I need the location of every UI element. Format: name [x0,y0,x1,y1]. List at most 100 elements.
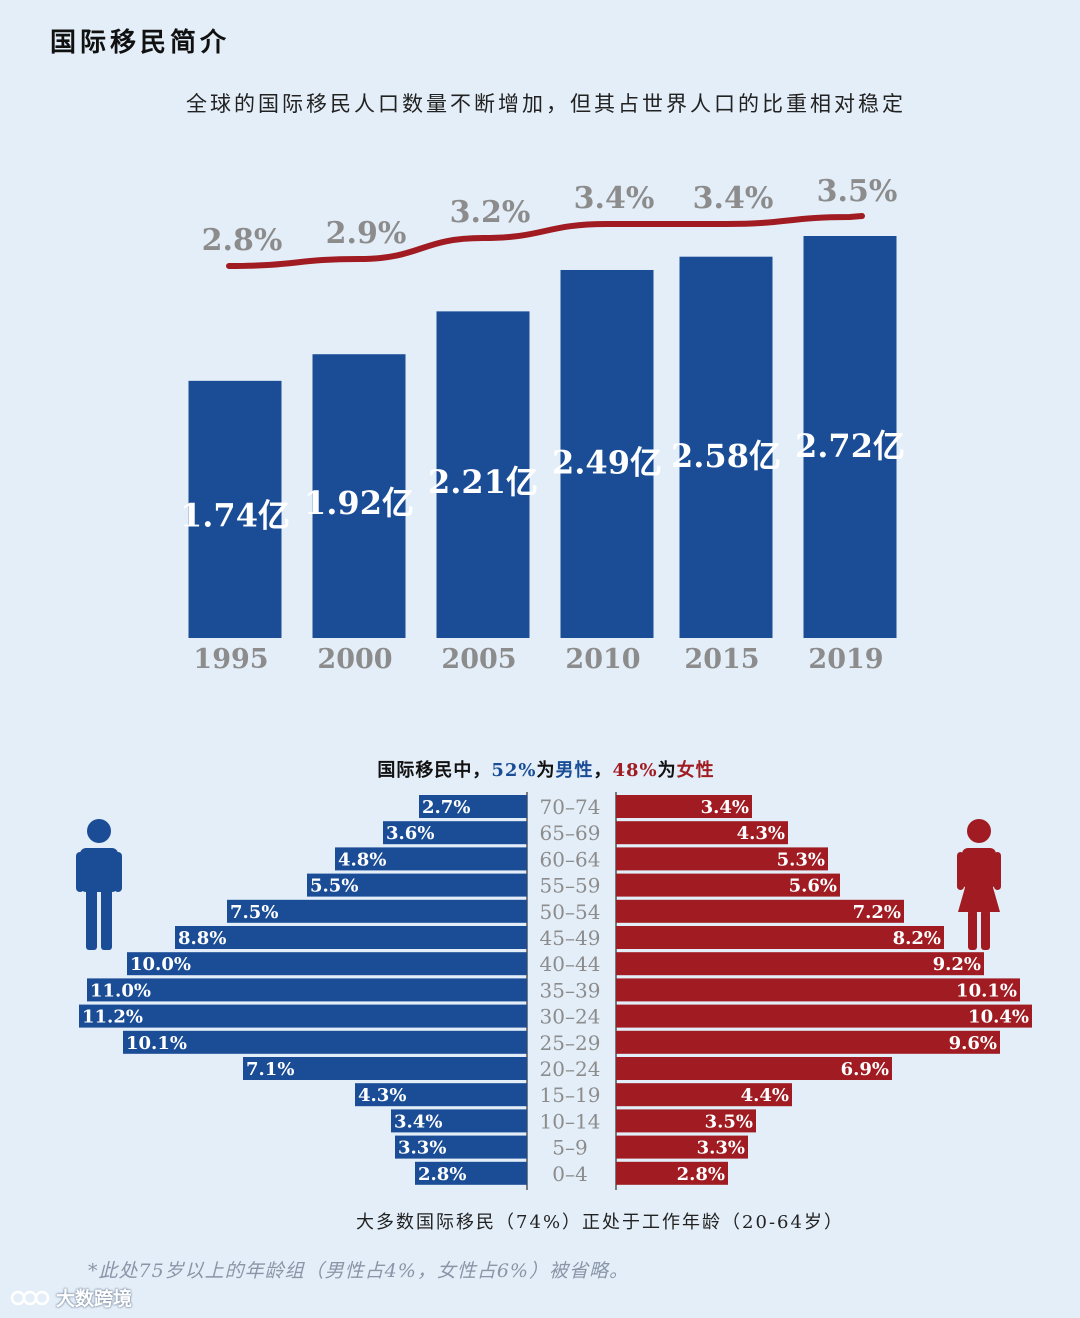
female-bar [616,821,788,845]
male-bar [123,1030,527,1054]
bar-2005 [436,311,530,638]
pyramid-title-prefix: 国际移民中， [377,760,492,781]
watermark-logo-icon [10,1290,50,1305]
age-group-label: 20–24 [540,1057,601,1081]
male-bar-label: 3.4% [394,1111,442,1132]
pyramid-title-mid2: 为 [657,760,677,781]
pyramid-title: 国际移民中，52%为男性，48%为女性 [0,756,1080,782]
age-group-label: 25–29 [540,1031,601,1055]
male-bar-label: 8.8% [178,928,226,949]
age-group-label: 50–54 [540,900,601,924]
male-bar [87,978,527,1002]
male-bar-label: 3.3% [398,1138,446,1159]
female-bar [616,926,944,949]
bar-value-label: 1.92亿 [304,484,414,522]
age-group-label: 35–39 [540,978,601,1002]
female-bar-label: 9.2% [933,954,981,975]
share-label: 2.8% [202,223,283,258]
female-bar [616,1083,792,1107]
age-group-label: 45–49 [540,926,601,950]
female-bar [616,1161,728,1185]
share-label: 3.4% [574,181,655,216]
bar-2010 [560,269,654,638]
share-label: 3.5% [817,174,898,209]
age-group-label: 60–64 [540,847,601,871]
male-bar [335,847,527,871]
male-bar [383,821,527,845]
male-bar [127,952,527,976]
male-bar-label: 2.8% [418,1164,466,1185]
footnote: *此处75岁以上的年龄组（男性占4%，女性占6%）被省略。 [88,1260,629,1282]
share-label: 3.2% [450,195,531,230]
female-bar [616,1004,1032,1028]
age-group-label: 5–9 [552,1136,587,1160]
female-bar-label: 5.3% [777,849,825,870]
female-bar-label: 3.3% [697,1138,745,1159]
female-bar [616,873,840,897]
x-tick-label: 2019 [808,644,883,675]
pyramid-title-mid: 为 [536,760,556,781]
watermark: 大数跨境 [10,1284,132,1311]
bar-2000 [312,354,406,638]
bar-value-label: 2.58亿 [671,437,781,475]
female-bar-label: 3.4% [701,797,749,818]
share-line [226,213,865,269]
female-bar-label: 10.4% [968,1007,1029,1028]
female-bar-label: 2.8% [677,1164,725,1185]
female-bar [616,795,752,818]
age-group-label: 55–59 [540,874,601,898]
age-group-label: 65–69 [540,821,601,845]
female-bar [616,978,1020,1002]
female-bar-label: 7.2% [853,902,901,923]
male-bar [243,1057,527,1080]
male-bar-label: 11.2% [82,1007,143,1028]
chart-subtitle: 全球的国际移民人口数量不断增加，但其占世界人口的比重相对稳定 [186,92,906,116]
female-share: 48% [612,760,658,781]
male-bar-label: 7.5% [230,902,278,923]
female-word: 女性 [676,760,715,781]
female-bar [616,1109,756,1133]
male-bar [395,1135,527,1159]
female-bar-label: 4.4% [741,1085,789,1106]
page-title: 国际移民简介 [50,28,231,58]
female-bar-label: 8.2% [893,928,941,949]
share-label: 3.4% [693,181,774,216]
male-bar [415,1161,527,1185]
age-group-label: 40–44 [540,952,601,976]
age-group-label: 15–19 [540,1083,601,1107]
female-bar [616,847,828,871]
bar-2019 [803,236,897,638]
bar-value-label: 2.21亿 [428,463,538,501]
male-bar-label: 5.5% [310,876,358,897]
female-bar [616,1030,1000,1054]
bar-value-label: 2.72亿 [795,427,905,465]
x-tick-label: 1995 [193,644,268,675]
share-label: 2.9% [326,216,407,251]
x-tick-label: 2005 [441,644,516,675]
female-person-icon [957,819,1001,950]
male-bar-label: 10.1% [126,1033,187,1054]
age-sex-pyramid: 2.7% 3.4% 70–74 3.6% 4.3% 65–69 4.8% 5.3% 60–64 5… [79,792,1032,1190]
male-bar [355,1083,527,1107]
bar-value-label: 2.49亿 [552,443,662,481]
male-bar-label: 2.7% [422,797,470,818]
male-bar-label: 11.0% [90,980,151,1001]
male-bar [307,873,527,897]
male-person-icon [76,819,122,950]
male-bar-label: 4.3% [358,1085,406,1106]
x-tick-label: 2015 [684,644,759,675]
female-bar [616,1135,748,1159]
age-group-label: 70–74 [540,795,601,819]
bar-2015 [679,256,773,638]
working-age-note: 大多数国际移民（74%）正处于工作年龄（20-64岁） [356,1212,844,1233]
female-bar-label: 3.5% [705,1111,753,1132]
male-bar-label: 4.8% [338,849,386,870]
female-bar-label: 6.9% [841,1059,889,1080]
female-bar-label: 10.1% [956,980,1017,1001]
migrant-count-bar-chart: 1.74亿 1995 1.92亿 2000 2.21亿 2005 2.49亿 2010 2.58… [180,174,905,675]
bar-value-label: 1.74亿 [180,497,290,535]
male-word: 男性 [555,760,594,781]
male-bar [175,926,527,949]
female-bar [616,1057,892,1080]
x-tick-label: 2010 [565,644,640,675]
